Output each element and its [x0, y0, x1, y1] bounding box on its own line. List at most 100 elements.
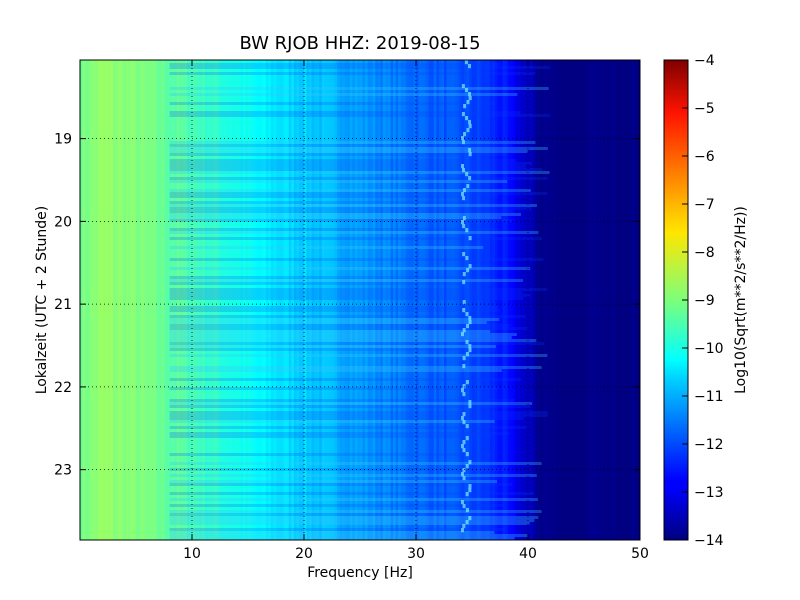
spectrogram-column	[444, 60, 448, 540]
spectrogram-column	[105, 60, 109, 540]
spectrogram-column	[535, 60, 539, 540]
time-band	[169, 180, 508, 183]
spectral-line-segment	[465, 228, 469, 233]
colorbar-tick-label: −7	[694, 197, 715, 213]
spectrogram-column	[110, 60, 114, 540]
spectrogram-column	[97, 60, 101, 540]
spectral-line-segment	[464, 60, 468, 65]
time-band	[169, 483, 512, 486]
spectrogram-column	[418, 60, 422, 540]
spectral-line-segment	[465, 172, 469, 177]
spectrogram-column	[283, 60, 287, 540]
spectrogram-column	[181, 60, 185, 540]
spectrogram-column	[479, 60, 483, 540]
spectrogram-column	[347, 60, 351, 540]
time-band	[169, 504, 504, 507]
spectral-line-segment	[462, 364, 466, 369]
time-band	[169, 330, 491, 333]
spectrogram-column	[189, 60, 193, 540]
spectral-line-segment	[468, 516, 472, 521]
spectrogram-column	[581, 60, 585, 540]
spectral-line-segment	[461, 84, 465, 89]
time-band	[169, 309, 501, 312]
time-band	[169, 228, 499, 231]
spectrogram-column	[138, 60, 142, 540]
spectrogram-column	[130, 60, 135, 540]
spectrogram-column	[123, 60, 127, 540]
spectral-line-segment	[462, 356, 466, 361]
spectrogram-column	[151, 60, 155, 540]
time-band	[169, 333, 517, 336]
colorbar-tick-label: −11	[694, 389, 724, 405]
spectrogram-column	[184, 60, 188, 540]
time-band	[169, 258, 544, 261]
spectrogram-column	[622, 60, 626, 540]
time-band	[169, 534, 528, 537]
time-band	[169, 201, 491, 204]
spectrogram-column	[594, 60, 598, 540]
spectrogram-column	[601, 60, 605, 540]
spectrogram-column	[408, 60, 412, 540]
colorbar-tick-label: −9	[694, 293, 715, 309]
spectrogram-column	[596, 60, 600, 540]
time-band	[169, 462, 542, 465]
spectrogram-column	[472, 60, 476, 540]
time-band	[169, 414, 548, 417]
time-band	[169, 192, 548, 195]
spectrogram-column	[500, 60, 504, 540]
time-band	[169, 213, 522, 216]
spectral-line-segment	[462, 168, 466, 173]
time-band	[169, 435, 492, 438]
spectral-line-segment	[468, 460, 472, 465]
spectral-line-segment	[462, 468, 466, 473]
spectrogram-column	[329, 60, 333, 540]
spectrogram-column	[558, 60, 562, 540]
spectrogram-column	[260, 60, 264, 540]
time-band	[169, 417, 524, 420]
time-band	[169, 315, 526, 318]
spectrogram-column	[288, 60, 292, 540]
time-band	[169, 510, 542, 513]
spectrogram-column	[230, 60, 234, 540]
time-band	[169, 324, 511, 327]
spectrogram-column	[413, 60, 417, 540]
time-band	[169, 387, 499, 390]
colorbar-tick-label: −14	[694, 533, 724, 549]
spectral-line-segment	[468, 484, 472, 489]
time-band	[169, 411, 549, 414]
time-band	[169, 93, 518, 96]
spectrogram-column	[528, 60, 532, 540]
colorbar-tick-label: −4	[694, 53, 715, 69]
spectrogram-column	[156, 60, 160, 540]
spectrogram-column	[540, 60, 544, 540]
colorbar-tick-label: −5	[694, 101, 715, 117]
plot-frame	[79, 59, 641, 541]
spectrogram-column	[464, 60, 468, 540]
time-band	[169, 474, 537, 477]
spectrogram-column	[220, 60, 224, 540]
time-band	[169, 498, 538, 501]
spectrogram-column	[301, 60, 305, 540]
spectrogram-column	[604, 60, 608, 540]
spectrogram-column	[235, 60, 239, 540]
time-band	[169, 204, 537, 207]
spectral-line-segment	[465, 256, 469, 261]
time-band	[169, 87, 549, 90]
spectrogram-column	[510, 60, 514, 540]
spectrogram-column	[395, 60, 399, 540]
spectrogram-column	[248, 60, 252, 540]
time-band	[169, 237, 543, 240]
spectral-line-segment	[462, 272, 466, 277]
spectrogram-column	[365, 60, 369, 540]
x-tick-label: 50	[631, 546, 649, 562]
spectrogram-column	[449, 60, 453, 540]
y-axis-label: Lokalzeit (UTC + 2 Stunde)	[34, 206, 50, 395]
spectrogram-column	[502, 60, 506, 540]
time-band	[169, 147, 548, 150]
spectrogram-column	[591, 60, 595, 540]
time-band	[169, 528, 505, 531]
spectral-line-segment	[460, 528, 464, 533]
spectrogram-column	[128, 60, 132, 540]
y-tick-label: 23	[54, 463, 72, 479]
spectrogram-column	[446, 60, 450, 540]
